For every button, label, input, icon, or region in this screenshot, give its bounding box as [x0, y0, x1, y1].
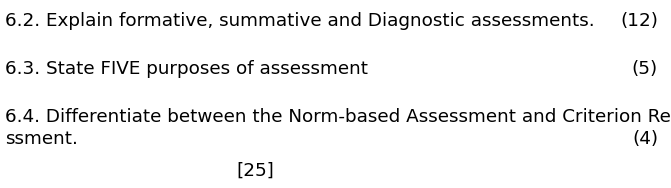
Text: [25]: [25] [236, 162, 274, 180]
Text: (12): (12) [620, 12, 658, 30]
Text: 6.4. Differentiate between the Norm-based Assessment and Criterion Referenced As: 6.4. Differentiate between the Norm-base… [5, 108, 671, 126]
Text: 6.3. State FIVE purposes of assessment: 6.3. State FIVE purposes of assessment [5, 60, 368, 78]
Text: ssment.: ssment. [5, 130, 78, 148]
Text: (5): (5) [632, 60, 658, 78]
Text: (4): (4) [632, 130, 658, 148]
Text: 6.2. Explain formative, summative and Diagnostic assessments.: 6.2. Explain formative, summative and Di… [5, 12, 595, 30]
